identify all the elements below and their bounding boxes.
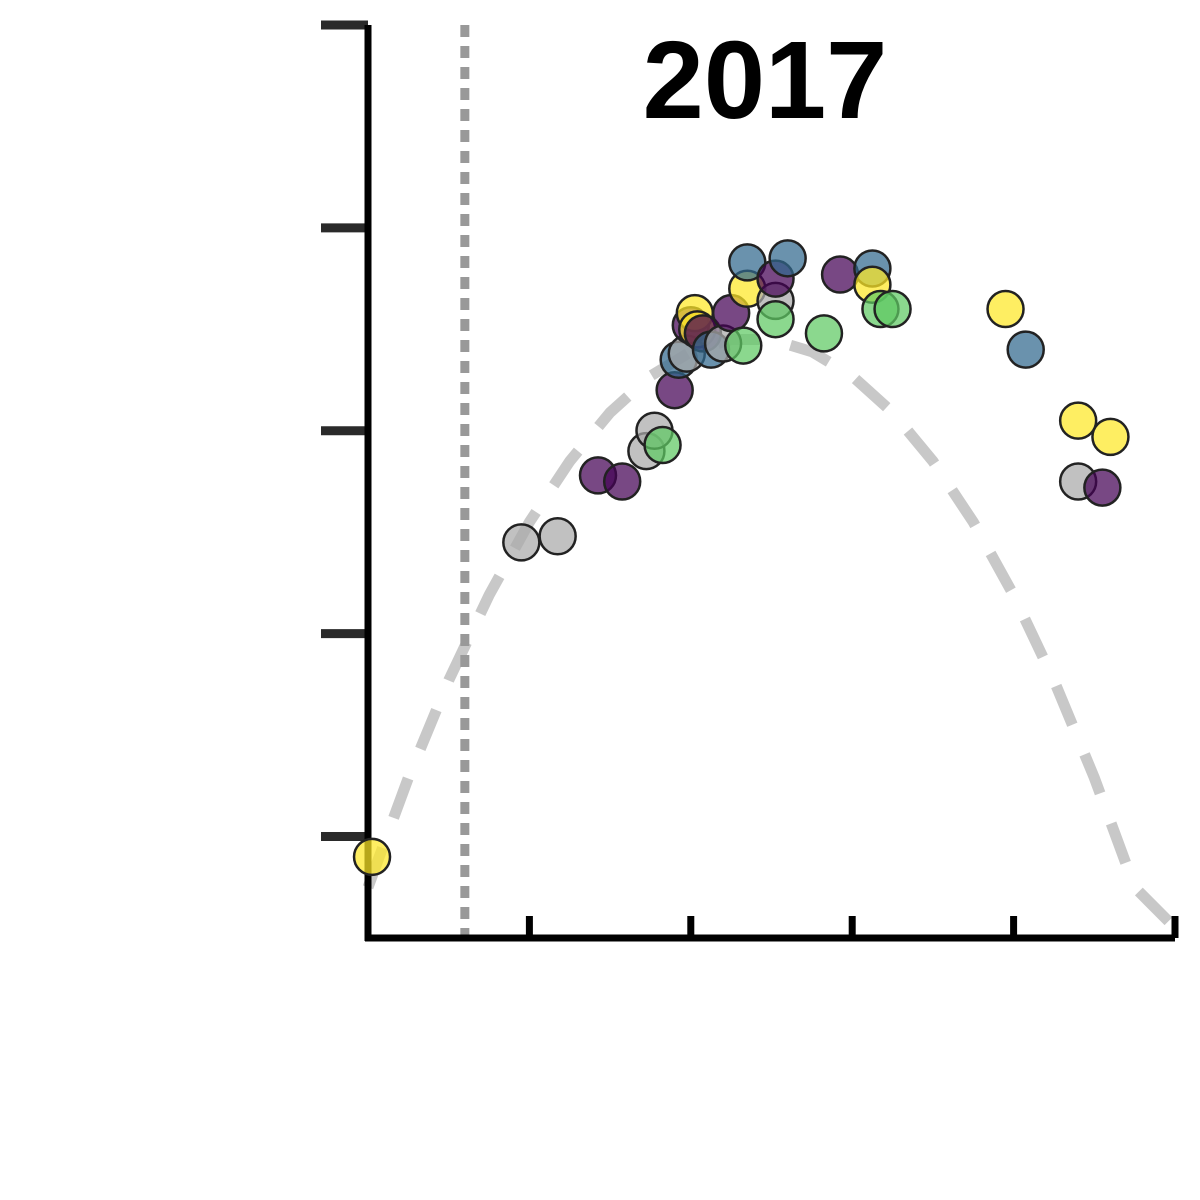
data-point xyxy=(1091,417,1130,457)
fit-curve-layer xyxy=(362,334,1179,932)
data-point xyxy=(756,299,795,339)
data-points xyxy=(352,239,1130,877)
data-point xyxy=(768,239,807,278)
data-point xyxy=(820,255,860,294)
data-point xyxy=(1083,468,1122,507)
data-point xyxy=(986,289,1025,329)
data-point xyxy=(724,326,763,365)
fit-curve xyxy=(362,334,1179,932)
axis-layer xyxy=(364,25,1175,942)
tick-layer xyxy=(321,20,1179,938)
data-point xyxy=(1006,330,1045,369)
data-point xyxy=(502,523,541,562)
data-point xyxy=(352,837,392,877)
data-point xyxy=(602,462,642,501)
data-point xyxy=(643,425,682,465)
data-point xyxy=(538,517,577,556)
data-point xyxy=(873,289,912,329)
data-point xyxy=(1058,401,1098,440)
chart-title: 2017 xyxy=(643,19,888,142)
data-point xyxy=(804,314,844,353)
